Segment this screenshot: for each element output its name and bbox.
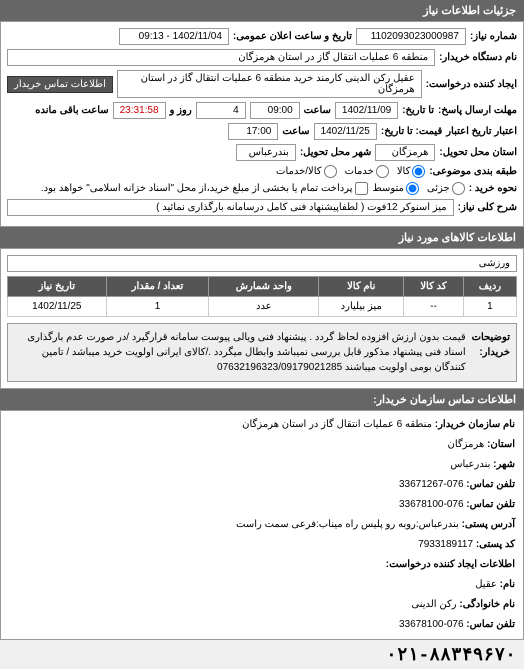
buyer-note-text: قیمت بدون ارزش افزوده لحاظ گردد . پیشنها…	[14, 330, 466, 375]
buyer-org-field: منطقه 6 عملیات انتقال گاز در استان هرمزگ…	[7, 49, 435, 66]
c-province: هرمزگان	[447, 439, 484, 450]
buyer-note-label: توضیحات خریدار:	[472, 330, 510, 375]
goods-panel: ورزشی ردیف کد کالا نام کالا واحد شمارش ت…	[0, 248, 524, 389]
remaining-suffix: ساعت باقی مانده	[35, 105, 108, 116]
phone-display: ۰۲۱-۸۸۳۴۹۶۷۰	[0, 640, 524, 669]
c-fax: 076-33678100	[399, 499, 464, 510]
buyer-org-label: نام دستگاه خریدار:	[439, 52, 517, 63]
budget-label: طبقه بندی موضوعی:	[429, 166, 517, 177]
c-phone: 076-33671267	[399, 479, 464, 490]
radio-medium[interactable]: متوسط	[372, 182, 418, 195]
budget-radios: کالا خدمات کالا/خدمات	[276, 165, 425, 178]
province-label: استان محل تحویل:	[439, 147, 517, 158]
remaining-time: 23:31:58	[113, 102, 166, 119]
creator-section: اطلاعات ایجاد کننده درخواست:	[386, 559, 515, 570]
c-fax-label: تلفن تماس:	[466, 499, 515, 510]
validity-label: اعتبار تاریخ اعتبار	[446, 126, 517, 137]
number-field: 1102093023000987	[356, 28, 466, 45]
description-label: شرح کلی نیاز:	[458, 202, 517, 213]
deadline-time: 09:00	[250, 102, 300, 119]
contact-header: اطلاعات تماس سازمان خریدار:	[0, 389, 524, 410]
details-header: جزئیات اطلاعات نیاز	[0, 0, 524, 21]
creator-field: عقیل رکن الدینی کارمند خرید منطقه 6 عملی…	[117, 70, 422, 98]
goods-filter: ورزشی	[7, 255, 517, 272]
c-phone-label: تلفن تماس:	[466, 479, 515, 490]
number-label: شماره نیاز:	[470, 31, 517, 42]
cell-name: میز بیلیارد	[319, 297, 404, 317]
remaining-days: 4	[196, 102, 246, 119]
c-lastname-label: نام خانوادگی:	[459, 599, 515, 610]
radio-partial[interactable]: جزئی	[427, 182, 465, 195]
time-label-1: ساعت	[304, 105, 331, 116]
radio-khadamat[interactable]: خدمات	[345, 165, 389, 178]
c-city-label: شهر:	[493, 459, 515, 470]
cell-rownum: 1	[463, 297, 516, 317]
cell-unit: عدد	[209, 297, 319, 317]
c-postal-label: آدرس پستی:	[462, 519, 515, 530]
city-field: بندرعباس	[236, 144, 296, 161]
table-header-row: ردیف کد کالا نام کالا واحد شمارش تعداد /…	[8, 277, 517, 297]
table-row: 1 -- میز بیلیارد عدد 1 1402/11/25	[8, 297, 517, 317]
deadline-to-label: تا تاریخ:	[402, 105, 434, 116]
col-code: کد کالا	[404, 277, 464, 297]
buy-method-radios: جزئی متوسط	[372, 182, 464, 195]
c-postal: بندرعباس:روبه رو پلیس راه میناب:فرعی سمت…	[236, 519, 459, 530]
buy-method-label: نحوه خرید :	[469, 183, 517, 194]
deadline-date: 1402/11/09	[335, 102, 398, 119]
creator-label: ایجاد کننده درخواست:	[426, 79, 517, 90]
validity-to-label: قیمت: تا تاریخ:	[381, 126, 442, 137]
c-creator-phone: 076-33678100	[399, 619, 464, 630]
org-name-label: نام سازمان خریدار:	[435, 419, 515, 430]
remaining-days-label: روز و	[170, 105, 192, 116]
col-name: نام کالا	[319, 277, 404, 297]
time-label-2: ساعت	[282, 126, 309, 137]
c-province-label: استان:	[487, 439, 515, 450]
announce-label: تاریخ و ساعت اعلان عمومی:	[233, 31, 352, 42]
request-panel: شماره نیاز: 1102093023000987 تاریخ و ساع…	[0, 21, 524, 227]
cell-code: --	[404, 297, 464, 317]
col-row: ردیف	[463, 277, 516, 297]
org-name: منطقه 6 عملیات انتقال گاز در استان هرمزگ…	[242, 419, 432, 430]
validity-date: 1402/11/25	[314, 123, 377, 140]
goods-header: اطلاعات کالاهای مورد نیاز	[0, 227, 524, 248]
buyer-note-box: توضیحات خریدار: قیمت بدون ارزش افزوده لح…	[7, 323, 517, 382]
radio-kala-khadamat[interactable]: کالا/خدمات	[276, 165, 337, 178]
c-lastname: رکن الدینی	[411, 599, 456, 610]
goods-table: ردیف کد کالا نام کالا واحد شمارش تعداد /…	[7, 276, 517, 317]
city-label: شهر محل تحویل:	[300, 147, 372, 158]
validity-time: 17:00	[228, 123, 278, 140]
c-postcode: 7933189117	[418, 539, 473, 550]
col-qty: تعداد / مقدار	[106, 277, 209, 297]
cell-qty: 1	[106, 297, 209, 317]
c-creator-phone-label: تلفن تماس:	[466, 619, 515, 630]
announce-field: 1402/11/04 - 09:13	[119, 28, 229, 45]
cell-date: 1402/11/25	[8, 297, 107, 317]
contact-panel: نام سازمان خریدار: منطقه 6 عملیات انتقال…	[0, 410, 524, 640]
col-date: تاریخ نیاز	[8, 277, 107, 297]
radio-kala[interactable]: کالا	[397, 165, 426, 178]
contact-button[interactable]: اطلاعات تماس خریدار	[7, 76, 113, 93]
province-field: هرمزگان	[375, 144, 435, 161]
c-postcode-label: کد پستی:	[476, 539, 515, 550]
prepay-checkbox[interactable]: پرداخت تمام یا بخشی از مبلغ خرید،از محل …	[41, 182, 369, 195]
c-name-label: نام:	[500, 579, 515, 590]
description-field: میز اسنوکر 12فوت ( لطفاپیشنهاد فنی کامل …	[7, 199, 454, 216]
col-unit: واحد شمارش	[209, 277, 319, 297]
c-name: عقیل	[475, 579, 497, 590]
deadline-reply-label: مهلت ارسال پاسخ:	[438, 105, 517, 116]
c-city: بندرعباس	[450, 459, 490, 470]
